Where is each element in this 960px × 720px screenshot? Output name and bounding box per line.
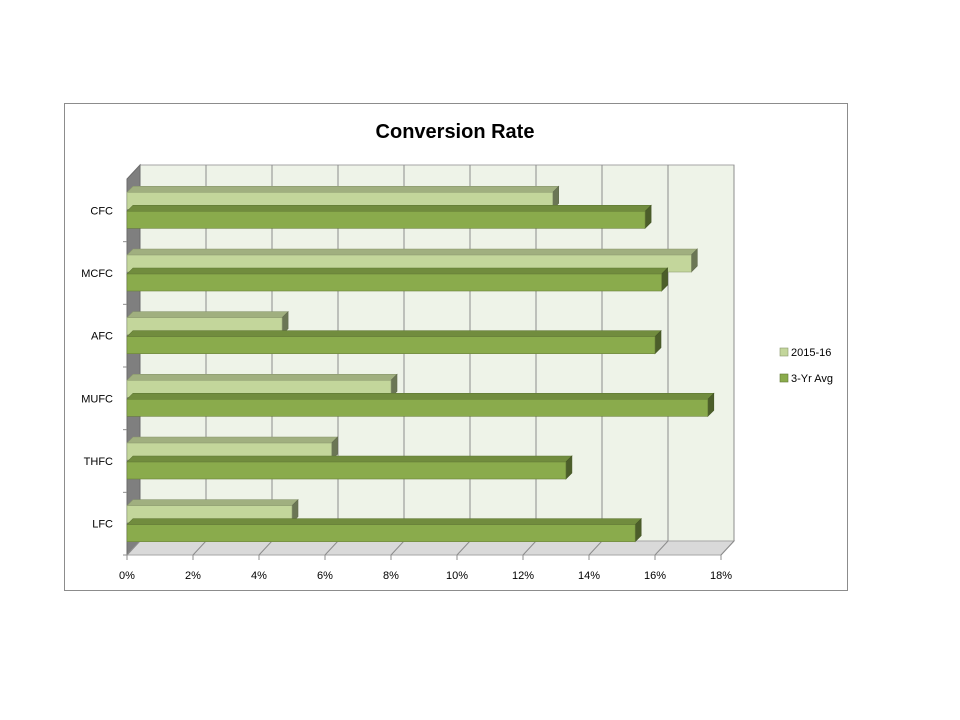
floor-gridline xyxy=(126,540,141,556)
legend-swatch xyxy=(779,373,789,383)
floor-gridline xyxy=(324,540,339,556)
x-tick-label: 6% xyxy=(317,570,333,582)
bar-thfc-3yr-avg-top xyxy=(126,455,573,463)
bar-mufc-3yr-avg xyxy=(126,399,709,417)
bar-lfc-3yr-avg xyxy=(126,524,636,542)
legend: 2015-16 3-Yr Avg xyxy=(779,347,833,385)
bar-mcfc-3yr-avg xyxy=(126,273,662,292)
floor-gridline xyxy=(588,540,603,556)
legend-label: 2015-16 xyxy=(791,347,831,359)
y-tick-label: LFC xyxy=(92,519,113,531)
bar-lfc-3yr-avg-top xyxy=(126,518,642,525)
x-tick-label: 18% xyxy=(710,570,732,582)
conversion-rate-chart: Conversion Rate 0% 2% 4% 6% 8% 10% 12% 14% 16% 18… xyxy=(81,121,833,582)
y-tick-label: CFC xyxy=(90,205,113,217)
legend-swatch xyxy=(779,347,789,357)
floor-gridline xyxy=(192,540,207,556)
y-tick-label: MUFC xyxy=(81,393,113,405)
bar-mcfc-2015-16-top xyxy=(126,248,699,256)
x-tick-label: 14% xyxy=(578,570,600,582)
y-tick-label: AFC xyxy=(91,331,113,343)
bar-afc-3yr-avg xyxy=(126,336,656,354)
bar-thfc-2015-16-top xyxy=(126,436,339,444)
x-tick-label: 4% xyxy=(251,570,267,582)
bar-thfc-3yr-avg xyxy=(126,461,567,480)
floor-gridline xyxy=(390,540,405,556)
chart-title: Conversion Rate xyxy=(376,121,535,143)
x-tick-label: 16% xyxy=(644,570,666,582)
floor-gridline xyxy=(654,540,669,556)
bar-cfc-3yr-avg xyxy=(126,211,646,229)
bar-afc-3yr-avg-top xyxy=(126,330,662,337)
bar-mcfc-3yr-avg-top xyxy=(126,267,669,275)
bar-mufc-3yr-avg-top xyxy=(126,393,715,400)
y-tick-label: MCFC xyxy=(81,268,113,280)
bar-mufc-2015-16-top xyxy=(126,374,398,381)
chart-frame: Conversion Rate 0% 2% 4% 6% 8% 10% 12% 14% 16% 18… xyxy=(64,103,848,591)
legend-label: 3-Yr Avg xyxy=(791,373,833,385)
x-tick-label: 12% xyxy=(512,570,534,582)
x-tick-label: 0% xyxy=(119,570,135,582)
floor-gridline xyxy=(522,540,537,556)
plot-floor xyxy=(125,540,736,556)
floor-gridline xyxy=(258,540,273,556)
x-tick-label: 2% xyxy=(185,570,201,582)
bar-lfc-2015-16-top xyxy=(126,499,299,506)
bar-cfc-3yr-avg-top xyxy=(126,205,652,212)
x-tick-label: 8% xyxy=(383,570,399,582)
y-tick-label: THFC xyxy=(84,456,113,468)
floor-gridline xyxy=(456,540,471,556)
bar-cfc-2015-16-top xyxy=(126,186,560,193)
floor-gridline xyxy=(720,540,735,556)
x-tick-label: 10% xyxy=(446,570,468,582)
bar-afc-2015-16-top xyxy=(126,311,289,318)
